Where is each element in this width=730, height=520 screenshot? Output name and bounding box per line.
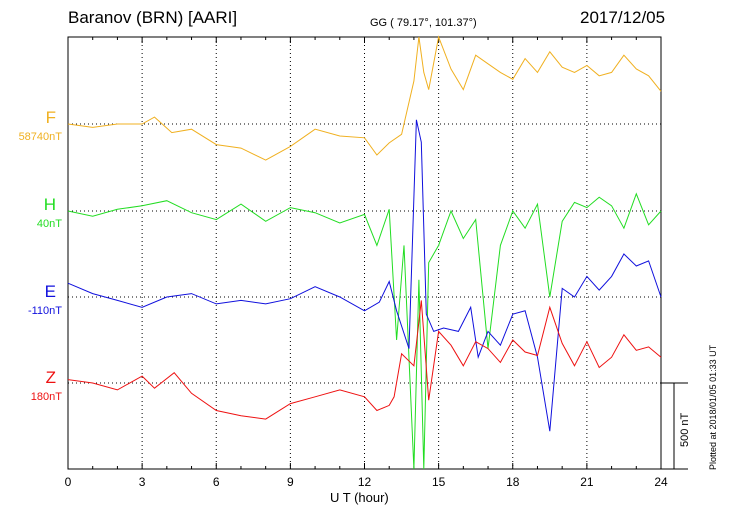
series-h-label: H — [43, 195, 56, 214]
series-line-z — [67, 300, 662, 420]
series-f-baseline: 58740nT — [18, 131, 62, 143]
scale-bar-label: 500 nT — [679, 412, 691, 447]
x-tick-label: 6 — [213, 475, 220, 489]
plotted-note: Plotted at 2018/01/05 01:33 UT — [708, 344, 718, 470]
x-tick-label: 9 — [287, 475, 294, 489]
series-line-e — [67, 119, 662, 432]
x-tick-label: 0 — [65, 475, 72, 489]
series-z-label: Z — [45, 368, 56, 387]
series-h-baseline: 40nT — [36, 218, 62, 230]
series-e-label: E — [44, 282, 56, 301]
station-coordinates: GG ( 79.17°, 101.37°) — [370, 17, 477, 29]
x-tick-label: 3 — [139, 475, 146, 489]
series-line-h — [67, 192, 662, 470]
series-e-baseline: -110nT — [27, 305, 62, 317]
chart-date: 2017/12/05 — [580, 8, 666, 27]
x-tick-label: 18 — [506, 475, 520, 489]
x-tick-label: 12 — [358, 475, 372, 489]
series-line-f — [67, 35, 662, 161]
series-z-baseline: 180nT — [30, 391, 62, 403]
x-tick-label: 15 — [432, 475, 446, 489]
x-tick-label: 24 — [654, 475, 668, 489]
x-tick-label: 21 — [580, 475, 594, 489]
chart-title: Baranov (BRN) [AARI] — [68, 8, 238, 27]
x-axis-label: U T (hour) — [330, 490, 389, 505]
series-f-label: F — [45, 108, 56, 127]
